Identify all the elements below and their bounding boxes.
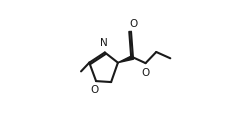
- Text: O: O: [129, 19, 137, 29]
- Text: O: O: [142, 68, 150, 78]
- Polygon shape: [118, 55, 134, 63]
- Text: O: O: [90, 85, 98, 96]
- Text: N: N: [100, 38, 108, 48]
